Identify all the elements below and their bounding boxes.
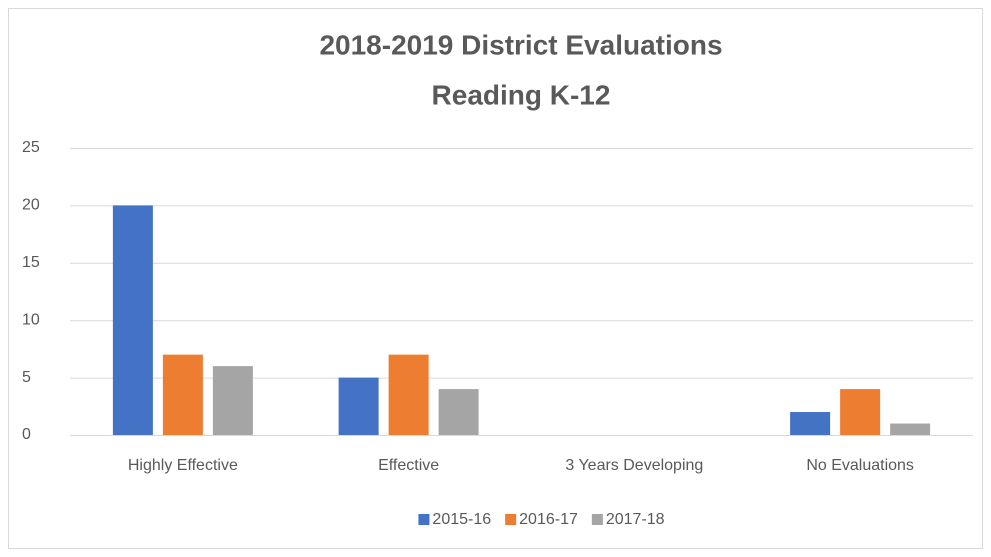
bar bbox=[338, 377, 379, 435]
legend-label: 2015-16 bbox=[432, 511, 491, 528]
chart-title: 2018-2019 District Evaluations bbox=[319, 29, 722, 60]
y-tick-label: 25 bbox=[22, 139, 40, 156]
legend-swatch bbox=[591, 514, 603, 525]
legend-swatch bbox=[418, 514, 430, 525]
x-tick-label: Highly Effective bbox=[128, 457, 238, 474]
y-tick-label: 20 bbox=[22, 197, 40, 214]
y-tick-label: 15 bbox=[22, 254, 40, 271]
bar bbox=[162, 354, 203, 435]
bar bbox=[212, 366, 253, 435]
bar bbox=[388, 354, 429, 435]
bar bbox=[112, 205, 153, 435]
legend-label: 2016-17 bbox=[519, 511, 578, 528]
bar bbox=[890, 423, 931, 435]
y-tick-label: 5 bbox=[22, 369, 31, 386]
legend-label: 2017-18 bbox=[606, 511, 665, 528]
y-tick-label: 10 bbox=[22, 311, 40, 328]
legend-swatch bbox=[505, 514, 517, 525]
bar bbox=[790, 412, 831, 435]
x-tick-label: No Evaluations bbox=[806, 457, 914, 474]
x-tick-label: Effective bbox=[378, 457, 439, 474]
bar bbox=[438, 389, 479, 435]
x-tick-label: 3 Years Developing bbox=[565, 457, 703, 474]
y-tick-label: 0 bbox=[22, 426, 31, 443]
bar bbox=[840, 389, 881, 435]
chart-border bbox=[8, 8, 983, 549]
chart-title: Reading K-12 bbox=[432, 79, 611, 110]
